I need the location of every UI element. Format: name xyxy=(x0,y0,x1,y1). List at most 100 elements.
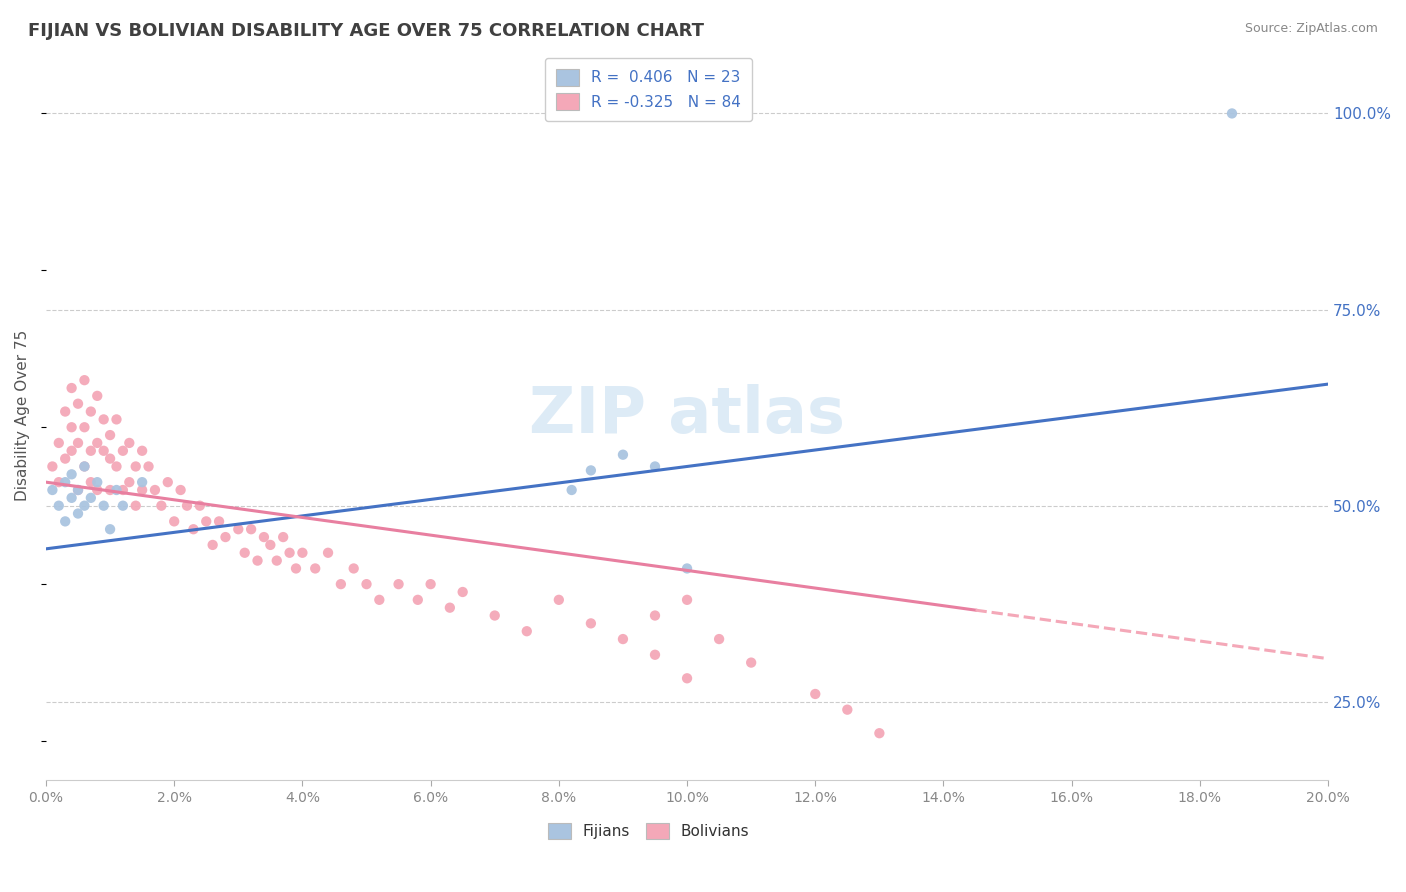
Point xyxy=(201,538,224,552)
Y-axis label: Disability Age Over 75: Disability Age Over 75 xyxy=(15,330,30,501)
Point xyxy=(176,499,198,513)
Point xyxy=(740,656,762,670)
Point xyxy=(214,530,236,544)
Point xyxy=(644,608,666,623)
Point xyxy=(406,592,429,607)
Point xyxy=(125,499,148,513)
Point xyxy=(60,467,83,482)
Point xyxy=(80,475,103,490)
Point xyxy=(868,726,890,740)
Point xyxy=(156,475,179,490)
Point xyxy=(105,412,128,426)
Point xyxy=(125,459,148,474)
Point xyxy=(111,499,134,513)
Point xyxy=(644,648,666,662)
Point xyxy=(131,443,153,458)
Point xyxy=(169,483,191,497)
Point xyxy=(118,475,141,490)
Point xyxy=(561,483,583,497)
Point xyxy=(41,459,63,474)
Point xyxy=(419,577,441,591)
Point xyxy=(86,483,108,497)
Point xyxy=(195,515,218,529)
Text: Source: ZipAtlas.com: Source: ZipAtlas.com xyxy=(1244,22,1378,36)
Point xyxy=(60,491,83,505)
Point xyxy=(60,443,83,458)
Point xyxy=(271,530,294,544)
Point xyxy=(484,608,506,623)
Point xyxy=(118,436,141,450)
Point xyxy=(278,546,301,560)
Point xyxy=(138,459,160,474)
Point xyxy=(226,522,249,536)
Point xyxy=(53,515,76,529)
Point xyxy=(676,592,699,607)
Point xyxy=(53,404,76,418)
Point xyxy=(246,553,269,567)
Point xyxy=(387,577,409,591)
Point xyxy=(80,404,103,418)
Point xyxy=(676,561,699,575)
Point xyxy=(66,507,89,521)
Point xyxy=(266,553,288,567)
Point xyxy=(329,577,352,591)
Point xyxy=(439,600,461,615)
Point xyxy=(86,389,108,403)
Point xyxy=(304,561,326,575)
Point xyxy=(73,459,96,474)
Point xyxy=(612,448,634,462)
Text: FIJIAN VS BOLIVIAN DISABILITY AGE OVER 75 CORRELATION CHART: FIJIAN VS BOLIVIAN DISABILITY AGE OVER 7… xyxy=(28,22,704,40)
Point xyxy=(143,483,166,497)
Point xyxy=(86,436,108,450)
Point xyxy=(150,499,173,513)
Point xyxy=(93,499,115,513)
Point xyxy=(208,515,231,529)
Point xyxy=(547,592,569,607)
Point xyxy=(233,546,256,560)
Point xyxy=(253,530,276,544)
Point xyxy=(163,515,186,529)
Point xyxy=(837,703,859,717)
Point xyxy=(285,561,308,575)
Legend: Fijians, Bolivians: Fijians, Bolivians xyxy=(541,817,755,846)
Point xyxy=(66,483,89,497)
Point xyxy=(105,483,128,497)
Point xyxy=(73,499,96,513)
Point xyxy=(53,475,76,490)
Point xyxy=(183,522,205,536)
Point xyxy=(804,687,827,701)
Point xyxy=(240,522,263,536)
Point xyxy=(66,436,89,450)
Point xyxy=(93,443,115,458)
Point xyxy=(93,412,115,426)
Point xyxy=(1220,106,1243,120)
Point xyxy=(98,428,121,442)
Point xyxy=(105,459,128,474)
Point xyxy=(98,522,121,536)
Point xyxy=(73,420,96,434)
Point xyxy=(48,475,70,490)
Point xyxy=(579,463,602,477)
Point xyxy=(368,592,391,607)
Point xyxy=(259,538,281,552)
Point xyxy=(53,451,76,466)
Point xyxy=(73,459,96,474)
Point xyxy=(188,499,211,513)
Point xyxy=(60,420,83,434)
Point xyxy=(644,459,666,474)
Point xyxy=(612,632,634,646)
Point xyxy=(48,436,70,450)
Point xyxy=(316,546,339,560)
Point xyxy=(66,483,89,497)
Point xyxy=(131,475,153,490)
Point xyxy=(676,671,699,685)
Point xyxy=(343,561,366,575)
Point xyxy=(516,624,538,639)
Point xyxy=(60,381,83,395)
Point xyxy=(41,483,63,497)
Point xyxy=(80,443,103,458)
Point xyxy=(98,451,121,466)
Point xyxy=(579,616,602,631)
Text: ZIP atlas: ZIP atlas xyxy=(529,384,845,447)
Point xyxy=(86,475,108,490)
